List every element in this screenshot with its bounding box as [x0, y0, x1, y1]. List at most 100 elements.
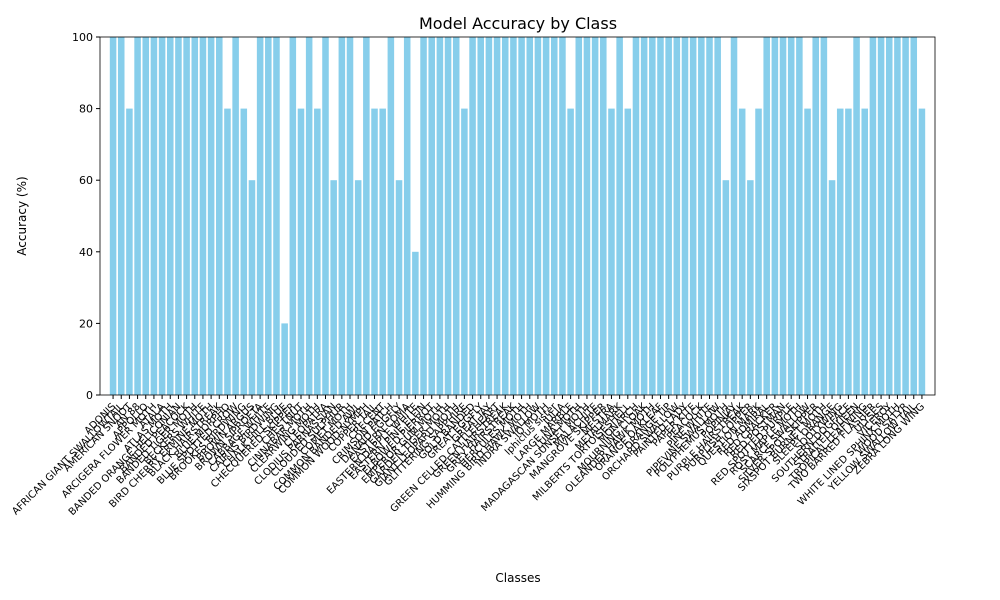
bar	[534, 37, 542, 395]
bar	[640, 37, 648, 395]
bar	[869, 37, 877, 395]
y-tick-label: 40	[79, 246, 93, 259]
bar	[126, 108, 133, 395]
y-tick-label: 80	[79, 103, 93, 116]
bar	[567, 108, 574, 395]
bar	[738, 108, 746, 395]
bar	[894, 37, 901, 395]
bar	[485, 37, 493, 395]
bar	[698, 37, 705, 395]
bar	[273, 37, 280, 395]
bar	[452, 37, 460, 395]
bar	[216, 37, 223, 395]
bar	[183, 37, 190, 395]
bar	[469, 37, 476, 395]
bar	[281, 323, 288, 395]
y-tick-label: 20	[79, 317, 93, 330]
bar	[158, 37, 166, 395]
bar	[787, 37, 795, 395]
bar	[591, 37, 599, 395]
bar	[175, 37, 182, 395]
bar	[763, 37, 770, 395]
bar	[412, 251, 419, 395]
bar	[779, 37, 787, 395]
bar	[256, 37, 264, 395]
bar	[265, 37, 272, 395]
bar	[877, 37, 885, 395]
bar	[706, 37, 713, 395]
bar	[722, 180, 730, 395]
bar	[910, 37, 918, 395]
bar	[232, 37, 239, 395]
bar	[714, 37, 721, 395]
bar	[575, 37, 583, 395]
bar	[428, 37, 435, 395]
bar	[755, 108, 762, 395]
bar	[918, 108, 926, 395]
y-axis-label: Accuracy (%)	[15, 176, 29, 255]
bar	[608, 108, 615, 395]
bar	[796, 37, 803, 395]
bar	[109, 37, 117, 395]
bar	[403, 37, 411, 395]
bar	[395, 180, 403, 395]
bar	[771, 37, 779, 395]
y-tick-label: 0	[86, 389, 93, 402]
bar	[166, 37, 174, 395]
bar	[346, 37, 354, 395]
bar	[861, 108, 869, 395]
bar	[363, 37, 370, 395]
bar	[314, 108, 321, 395]
bar	[559, 37, 566, 395]
bar	[297, 108, 305, 395]
chart-title: Model Accuracy by Class	[419, 14, 617, 33]
bar	[150, 37, 158, 395]
bar	[371, 108, 378, 395]
bar	[493, 37, 501, 395]
y-tick-label: 60	[79, 174, 93, 187]
bar	[632, 37, 640, 395]
bar	[820, 37, 828, 395]
bar	[387, 37, 395, 395]
bar	[289, 37, 297, 395]
bar	[444, 37, 452, 395]
plot-frame	[99, 36, 936, 396]
bar	[461, 108, 468, 395]
bar	[207, 37, 215, 395]
bar	[248, 180, 256, 395]
bar	[518, 37, 525, 395]
bar	[665, 37, 672, 395]
bar	[305, 37, 313, 395]
bar	[902, 37, 909, 395]
x-axis-label: Classes	[495, 571, 540, 585]
bar	[600, 37, 607, 395]
bar	[436, 37, 444, 395]
bar	[649, 37, 656, 395]
bar	[885, 37, 893, 395]
bar	[542, 37, 550, 395]
bar	[657, 37, 664, 395]
bar	[681, 37, 689, 395]
bar	[338, 37, 346, 395]
bar	[322, 37, 329, 395]
bar	[828, 180, 836, 395]
bar	[199, 37, 207, 395]
bar	[134, 37, 141, 395]
bar	[224, 108, 231, 395]
bar	[853, 37, 860, 395]
bar	[191, 37, 199, 395]
bar	[812, 37, 819, 395]
bar	[477, 37, 485, 395]
bar	[379, 108, 386, 395]
bar	[747, 180, 754, 395]
bar	[510, 37, 517, 395]
bar	[673, 37, 681, 395]
bar	[550, 37, 558, 395]
bar	[354, 180, 362, 395]
bar	[420, 37, 427, 395]
bar	[836, 108, 844, 395]
bar	[624, 108, 632, 395]
bar	[117, 37, 125, 395]
bar	[730, 37, 738, 395]
